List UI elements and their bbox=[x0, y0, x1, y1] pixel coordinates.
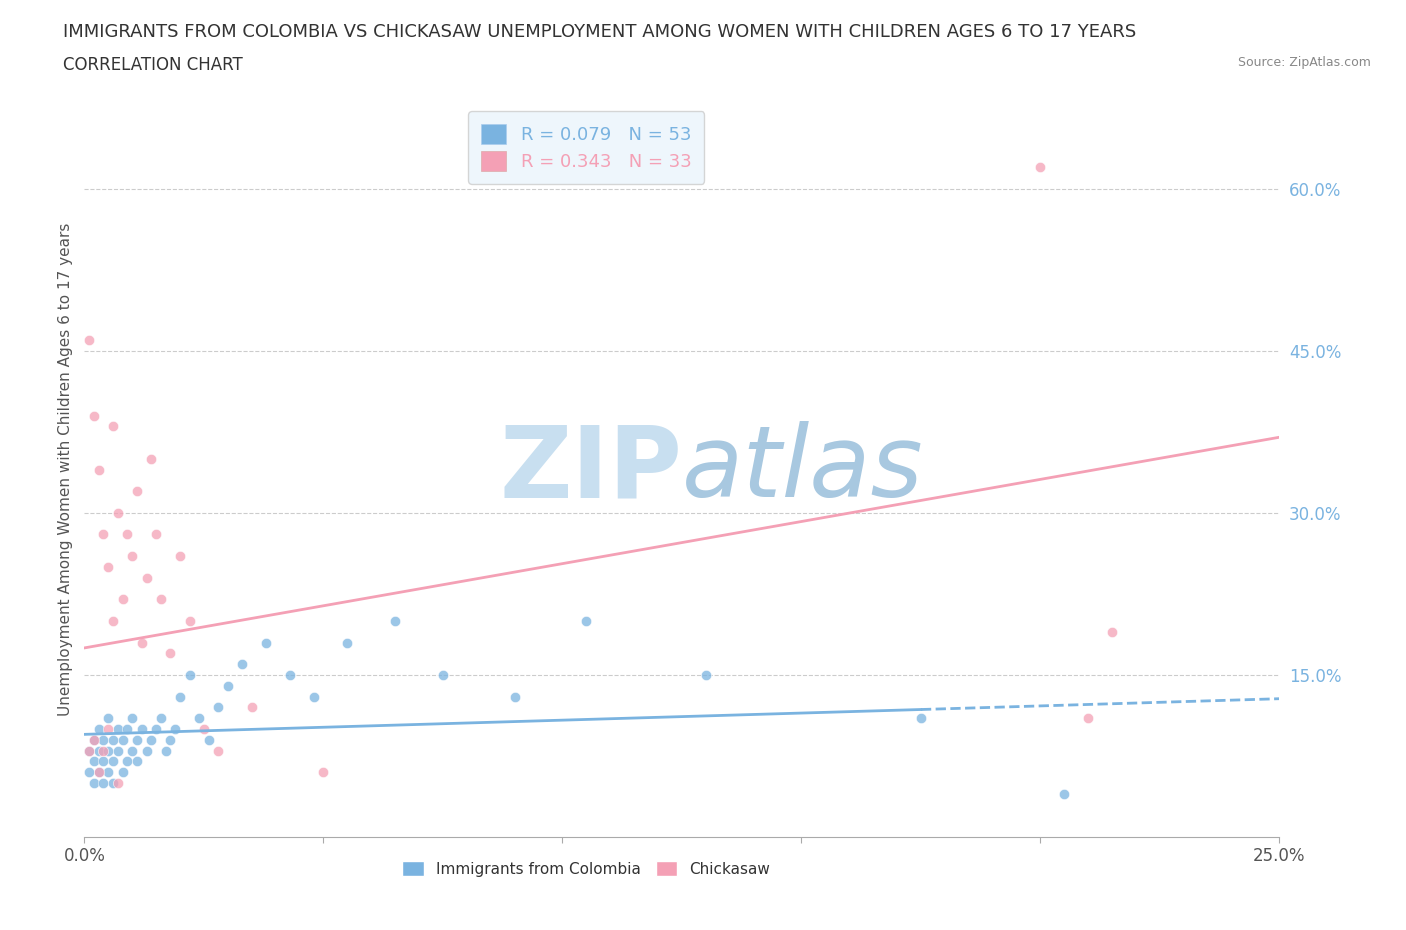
Point bbox=[101, 419, 124, 434]
Point bbox=[93, 743, 115, 758]
Text: Source: ZipAtlas.com: Source: ZipAtlas.com bbox=[1237, 56, 1371, 69]
Point bbox=[1029, 160, 1052, 175]
Point bbox=[1077, 711, 1099, 725]
Point bbox=[87, 722, 110, 737]
Point bbox=[83, 754, 105, 769]
Point bbox=[117, 527, 139, 542]
Point bbox=[121, 711, 143, 725]
Point bbox=[87, 764, 110, 779]
Point bbox=[188, 711, 211, 725]
Point bbox=[87, 743, 110, 758]
Point bbox=[179, 614, 201, 629]
Point bbox=[131, 635, 153, 650]
Point bbox=[169, 689, 191, 704]
Point bbox=[77, 743, 100, 758]
Point bbox=[197, 732, 219, 747]
Point bbox=[97, 722, 120, 737]
Point bbox=[910, 711, 932, 725]
Point bbox=[97, 764, 120, 779]
Point bbox=[83, 732, 105, 747]
Point bbox=[93, 732, 115, 747]
Point bbox=[575, 614, 598, 629]
Point bbox=[97, 711, 120, 725]
Point bbox=[97, 743, 120, 758]
Point bbox=[101, 614, 124, 629]
Point bbox=[1053, 787, 1076, 802]
Point bbox=[83, 732, 105, 747]
Point bbox=[503, 689, 526, 704]
Point bbox=[207, 700, 229, 715]
Point bbox=[145, 722, 167, 737]
Point bbox=[159, 732, 181, 747]
Point bbox=[231, 657, 253, 671]
Point bbox=[101, 776, 124, 790]
Text: atlas: atlas bbox=[682, 421, 924, 518]
Text: IMMIGRANTS FROM COLOMBIA VS CHICKASAW UNEMPLOYMENT AMONG WOMEN WITH CHILDREN AGE: IMMIGRANTS FROM COLOMBIA VS CHICKASAW UN… bbox=[63, 23, 1136, 41]
Point bbox=[107, 505, 129, 520]
Point bbox=[87, 764, 110, 779]
Point bbox=[117, 754, 139, 769]
Point bbox=[384, 614, 406, 629]
Point bbox=[193, 722, 215, 737]
Point bbox=[179, 668, 201, 683]
Point bbox=[169, 549, 191, 564]
Text: CORRELATION CHART: CORRELATION CHART bbox=[63, 56, 243, 73]
Point bbox=[155, 743, 177, 758]
Point bbox=[1101, 624, 1123, 639]
Point bbox=[125, 484, 148, 498]
Point bbox=[111, 591, 134, 606]
Point bbox=[131, 722, 153, 737]
Point bbox=[125, 754, 148, 769]
Point bbox=[117, 722, 139, 737]
Point bbox=[77, 764, 100, 779]
Point bbox=[97, 560, 120, 575]
Point bbox=[107, 743, 129, 758]
Legend: Immigrants from Colombia, Chickasaw: Immigrants from Colombia, Chickasaw bbox=[395, 854, 778, 884]
Point bbox=[101, 754, 124, 769]
Point bbox=[77, 743, 100, 758]
Point bbox=[121, 743, 143, 758]
Y-axis label: Unemployment Among Women with Children Ages 6 to 17 years: Unemployment Among Women with Children A… bbox=[58, 223, 73, 716]
Point bbox=[207, 743, 229, 758]
Point bbox=[159, 646, 181, 661]
Point bbox=[101, 732, 124, 747]
Point bbox=[145, 527, 167, 542]
Point bbox=[217, 678, 239, 693]
Point bbox=[695, 668, 717, 683]
Point bbox=[312, 764, 335, 779]
Text: ZIP: ZIP bbox=[499, 421, 682, 518]
Point bbox=[83, 408, 105, 423]
Point bbox=[93, 527, 115, 542]
Point bbox=[149, 591, 172, 606]
Point bbox=[83, 776, 105, 790]
Point bbox=[149, 711, 172, 725]
Point bbox=[125, 732, 148, 747]
Point bbox=[336, 635, 359, 650]
Point bbox=[141, 732, 163, 747]
Point bbox=[93, 776, 115, 790]
Point bbox=[254, 635, 277, 650]
Point bbox=[111, 732, 134, 747]
Point bbox=[77, 333, 100, 348]
Point bbox=[278, 668, 301, 683]
Point bbox=[432, 668, 454, 683]
Point bbox=[135, 743, 157, 758]
Point bbox=[165, 722, 187, 737]
Point bbox=[240, 700, 263, 715]
Point bbox=[107, 722, 129, 737]
Point bbox=[111, 764, 134, 779]
Point bbox=[135, 570, 157, 585]
Point bbox=[121, 549, 143, 564]
Point bbox=[107, 776, 129, 790]
Point bbox=[87, 462, 110, 477]
Point bbox=[141, 451, 163, 466]
Point bbox=[302, 689, 325, 704]
Point bbox=[93, 754, 115, 769]
